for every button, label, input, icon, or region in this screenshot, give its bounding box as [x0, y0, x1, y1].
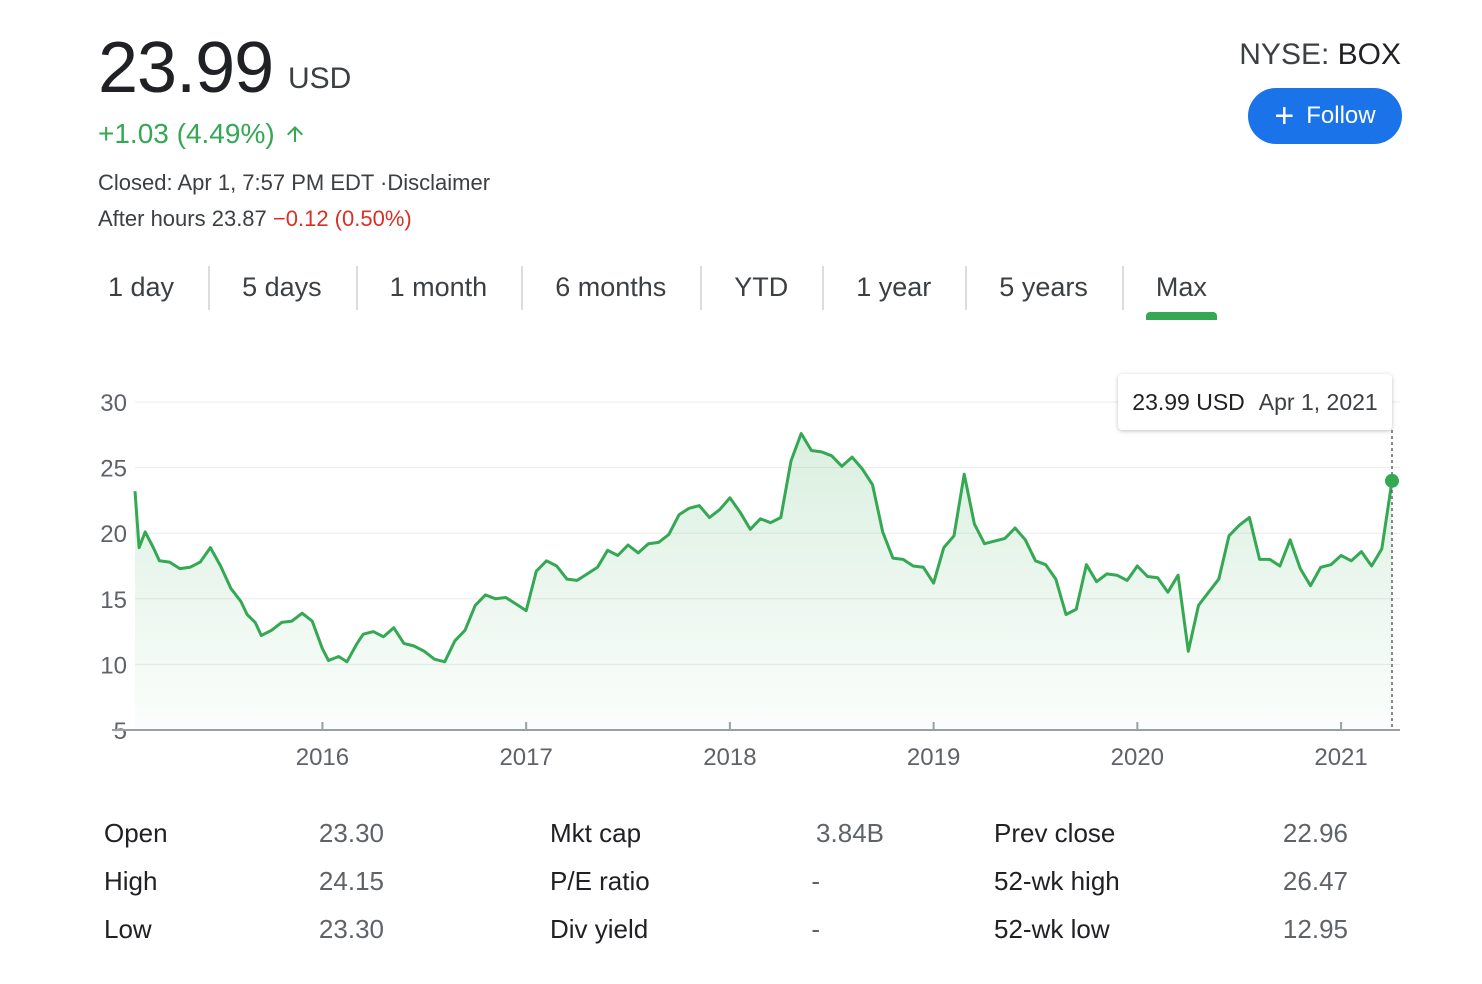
stat-label: Prev close [994, 818, 1116, 848]
disclaimer-link[interactable]: Disclaimer [387, 170, 491, 195]
after-hours-price: After hours 23.87 [98, 206, 267, 231]
market-status-text: Closed: Apr 1, 7:57 PM EDT · [98, 170, 388, 195]
stats-column-3: Prev close 22.96 52-wk high 26.47 52-wk lo… [994, 812, 1348, 956]
stat-value: 23.30 [318, 818, 384, 848]
stat-value: 3.84B [816, 818, 884, 848]
tab-1-month[interactable]: 1 month [355, 264, 522, 320]
stat-low: Low 23.30 [104, 908, 384, 956]
x-tick-label: 2018 [703, 744, 756, 771]
stats-column-1: Open 23.30 High 24.15 Low 23.30 [104, 812, 384, 956]
x-tick-label: 2016 [296, 744, 349, 771]
time-range-tabs: 1 day 5 days 1 month 6 months YTD 1 year… [88, 264, 1241, 320]
stat-label: Mkt cap [550, 818, 642, 848]
tooltip-price: 23.99 USD [1132, 388, 1245, 415]
stat-high: High 24.15 [104, 860, 384, 908]
stat-div-yield: Div yield - [550, 908, 884, 956]
plus-icon: + [1274, 97, 1295, 135]
tooltip-date: Apr 1, 2021 [1258, 388, 1378, 415]
stat-value: 23.30 [318, 914, 384, 944]
stat-value: 12.95 [1282, 914, 1348, 944]
tab-5-days[interactable]: 5 days [208, 264, 356, 320]
x-tick-label: 2021 [1314, 744, 1367, 771]
market-status: Closed: Apr 1, 7:57 PM EDT ·Disclaimer [98, 170, 490, 196]
cursor-point [1385, 473, 1399, 488]
stat-value: 26.47 [1282, 866, 1348, 896]
stat-label: High [104, 866, 158, 896]
tab-ytd[interactable]: YTD [700, 264, 822, 320]
price-change-text: +1.03 (4.49%) [98, 118, 275, 149]
stats-column-2: Mkt cap 3.84B P/E ratio - Div yield - [550, 812, 884, 956]
stat-label: P/E ratio [550, 866, 650, 896]
tab-1-day[interactable]: 1 day [108, 272, 175, 302]
after-hours: After hours 23.87 −0.12 (0.50%) [98, 206, 412, 232]
ticker-label: NYSE: BOX [1239, 38, 1401, 72]
chart-tooltip: 23.99 USD Apr 1, 2021 [1118, 374, 1392, 430]
x-tick-label: 2020 [1111, 744, 1164, 771]
tab-max[interactable]: Max [1121, 264, 1241, 320]
after-hours-change: −0.12 (0.50%) [272, 206, 412, 231]
stat-value: - [811, 914, 820, 944]
tab-6-months[interactable]: 6 months [521, 264, 700, 320]
stat-label: Open [104, 818, 168, 848]
stat-label: Div yield [550, 914, 649, 944]
price-chart[interactable]: 30 25 20 15 10 5 2016 2017 2018 2019 2020 2021 [0, 360, 1482, 790]
stat-label: 52-wk low [994, 914, 1110, 944]
stat-value: 24.15 [318, 866, 384, 896]
stat-label: Low [104, 914, 152, 944]
x-tick-label: 2019 [907, 744, 960, 771]
stat-mkt-cap: Mkt cap 3.84B [550, 812, 884, 860]
follow-label: Follow [1306, 102, 1376, 129]
tab-1-year[interactable]: 1 year [822, 264, 965, 320]
stat-open: Open 23.30 [104, 812, 384, 860]
stat-value: 22.96 [1282, 818, 1348, 848]
exchange-name: NYSE: [1239, 38, 1338, 71]
y-tick-label: 10 [100, 652, 127, 679]
y-tick-label: 20 [100, 521, 127, 548]
arrow-up-icon [286, 126, 303, 142]
stat-pe-ratio: P/E ratio - [550, 860, 884, 908]
x-tick-label: 2017 [499, 744, 552, 771]
price-line [133, 432, 1394, 664]
price-area-fill [135, 433, 1392, 730]
stat-52wk-low: 52-wk low 12.95 [994, 908, 1348, 956]
stat-label: 52-wk high [994, 866, 1120, 896]
stat-52wk-high: 52-wk high 26.47 [994, 860, 1348, 908]
tab-5-years[interactable]: 5 years [965, 264, 1122, 320]
y-tick-label: 25 [100, 456, 127, 483]
follow-button[interactable]: + Follow [1248, 88, 1402, 144]
stat-prev-close: Prev close 22.96 [994, 812, 1348, 860]
y-tick-label: 30 [100, 390, 127, 417]
price-value: 23.99 [98, 28, 274, 108]
stat-value: - [811, 866, 820, 896]
y-tick-label: 15 [100, 587, 127, 614]
ticker-symbol: BOX [1337, 38, 1401, 71]
currency-label: USD [288, 62, 352, 95]
price-change: +1.03 (4.49%) [98, 118, 307, 150]
y-tick-label: 5 [114, 718, 127, 745]
